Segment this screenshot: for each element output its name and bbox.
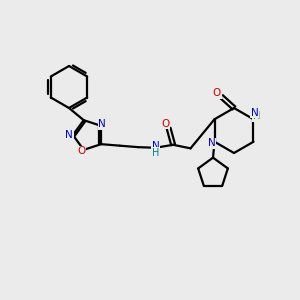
Text: O: O [161, 119, 170, 129]
Text: N: N [250, 108, 258, 118]
Text: N: N [208, 138, 215, 148]
Text: N: N [98, 119, 106, 129]
Text: O: O [77, 146, 86, 156]
Text: N: N [65, 130, 73, 140]
Text: H: H [152, 148, 159, 158]
Text: H: H [253, 111, 260, 121]
Text: N: N [152, 141, 160, 151]
Text: O: O [213, 88, 221, 98]
